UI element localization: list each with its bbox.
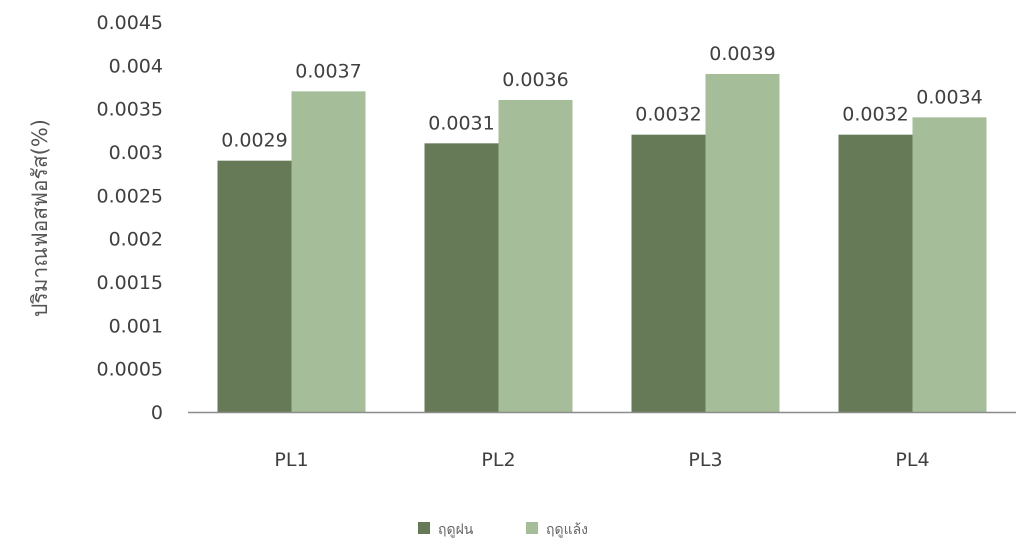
data-label: 0.0039 xyxy=(709,43,775,65)
x-category-label: PL1 xyxy=(274,449,308,471)
y-tick-label: 0 xyxy=(151,402,163,424)
bar-pl2-series-2 xyxy=(498,100,573,412)
y-tick-label: 0.0005 xyxy=(97,359,163,381)
bar-pl1-series-2 xyxy=(291,91,366,412)
legend: ฤดูฝน ฤดูแล้ง xyxy=(418,522,588,538)
y-tick-label: 0.002 xyxy=(109,229,163,251)
y-tick-label: 0.004 xyxy=(109,55,163,77)
y-axis-title: ปริมาณฟอสฟอรัส(%) xyxy=(28,119,52,317)
bar-pl2-series-1 xyxy=(424,143,499,413)
data-label: 0.0034 xyxy=(916,86,982,108)
legend-swatch xyxy=(526,522,538,534)
legend-label: ฤดูแล้ง xyxy=(546,522,588,538)
bar-pl3-series-1 xyxy=(631,134,706,412)
bar-pl3-series-2 xyxy=(705,74,780,412)
y-tick-label: 0.0045 xyxy=(97,12,163,34)
data-label: 0.0032 xyxy=(842,104,908,126)
y-tick-label: 0.001 xyxy=(109,315,163,337)
bars xyxy=(217,74,987,413)
y-tick-label: 0.0035 xyxy=(97,99,163,121)
x-category-label: PL2 xyxy=(481,449,515,471)
legend-swatch xyxy=(418,522,430,534)
x-category-label: PL3 xyxy=(688,449,722,471)
bar-pl4-series-2 xyxy=(912,117,987,412)
bar-pl4-series-1 xyxy=(838,134,913,412)
data-label: 0.0031 xyxy=(428,112,494,134)
legend-label: ฤดูฝน xyxy=(438,522,474,538)
y-tick-label: 0.003 xyxy=(109,142,163,164)
data-label: 0.0032 xyxy=(635,104,701,126)
x-category-label: PL4 xyxy=(895,449,929,471)
x-axis-category-labels: PL1 PL2 PL3 PL4 xyxy=(274,449,929,471)
data-label: 0.0036 xyxy=(502,69,568,91)
bar-pl1-series-1 xyxy=(217,160,292,412)
data-label: 0.0029 xyxy=(221,130,287,152)
y-tick-label: 0.0025 xyxy=(97,185,163,207)
y-tick-label: 0.0015 xyxy=(97,272,163,294)
y-axis-ticks: 0 0.0005 0.001 0.0015 0.002 0.0025 0.003 0.0035… xyxy=(97,12,163,424)
data-label: 0.0037 xyxy=(295,60,361,82)
data-labels: 0.0029 0.0037 0.0031 0.0036 0.0032 0.0039 0.00… xyxy=(221,43,982,152)
